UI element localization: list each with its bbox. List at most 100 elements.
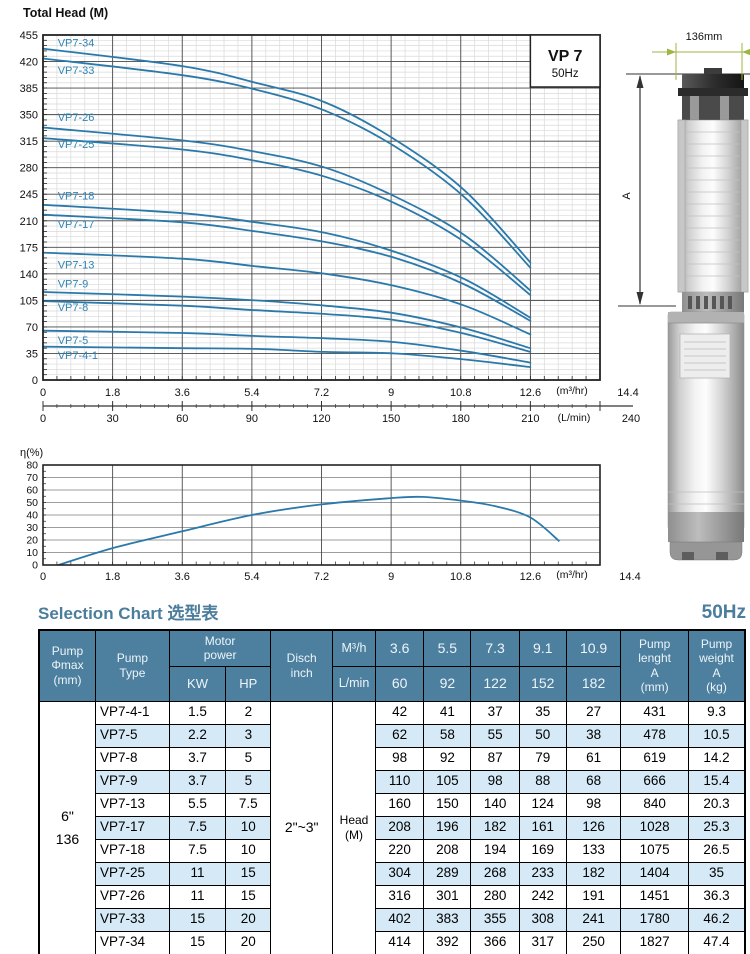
chart-text: 0 (32, 375, 38, 387)
cell-head-value: 42 (375, 700, 425, 725)
cell-length: 1028 (620, 815, 689, 840)
cell-hp: 5 (225, 769, 272, 794)
chart-text: 180 (452, 413, 470, 425)
chart-text: 70 (26, 322, 38, 334)
cell-pump-type: VP7-25 (94, 861, 170, 886)
chart-text: 0 (40, 413, 46, 425)
chart-text: (m³/hr) (556, 385, 588, 397)
cell-hp: 15 (225, 884, 272, 909)
chart-text: 245 (20, 189, 38, 201)
cell-kw: 7.5 (168, 815, 227, 840)
cell-head-value: 110 (375, 769, 425, 794)
chart-text: VP7-5 (58, 335, 89, 347)
cell-hp: 7.5 (225, 792, 272, 817)
chart-text: 90 (246, 413, 258, 425)
cell-hp: 20 (225, 907, 272, 932)
header-hp: HP (225, 665, 272, 702)
chart-text: 12.6 (520, 571, 541, 583)
cell-head-value: 169 (518, 838, 567, 863)
table-row: VP7-5 2.2 3 62 58 55 50 38 478 10.5 (39, 723, 746, 748)
cell-hp: 20 (225, 930, 272, 954)
header-lmin-2: 92 (423, 665, 472, 702)
header-kw: KW (168, 665, 227, 702)
chart-text: 10.8 (450, 387, 471, 399)
cell-weight: 9.3 (687, 700, 746, 725)
chart-text: 7.2 (314, 387, 329, 399)
chart-text: 50 (26, 497, 38, 509)
cell-kw: 11 (168, 861, 227, 886)
header-row-1: Pump Φmax (mm) Pump Type Motor power Dis… (38, 629, 746, 702)
grid (43, 465, 600, 565)
cell-head-value: 241 (565, 907, 622, 932)
chart-text: 385 (20, 83, 38, 95)
cell-head-value: 87 (470, 746, 520, 771)
cell-head-value: 301 (423, 884, 472, 909)
table-row: 6" 136 VP7-4-1 1.5 2 2"~3" Head (M) 42 41 37 35 27… (38, 700, 746, 954)
chart-text: 70 (26, 472, 38, 484)
chart-text: VP7-4-1 (58, 350, 98, 362)
table-row: VP7-18 7.5 10 220 208 194 169 133 1075 26.5 (39, 838, 746, 863)
cell-weight: 25.3 (687, 815, 746, 840)
cell-head-value: 316 (375, 884, 425, 909)
cell-hp: 15 (225, 861, 272, 886)
cell-head-value: 220 (375, 838, 425, 863)
header-pump-weight: Pump weight A (kg) (687, 629, 746, 702)
cell-length: 666 (620, 769, 689, 794)
cell-weight: 20.3 (687, 792, 746, 817)
chart-text: 1.8 (105, 387, 120, 399)
chart-text: 9 (388, 387, 394, 399)
chart-text: 420 (20, 57, 38, 69)
chart-text: 50Hz (552, 68, 579, 80)
curve-VP7-13 (42, 251, 532, 336)
chart-text: 0 (40, 387, 46, 399)
cell-kw: 7.5 (168, 838, 227, 863)
pump-curves (42, 47, 532, 368)
cell-head-value: 208 (423, 838, 472, 863)
header-lmin-3: 122 (470, 665, 520, 702)
cell-head-value: 304 (375, 861, 425, 886)
cell-head-value: 55 (470, 723, 520, 748)
cell-length: 1404 (620, 861, 689, 886)
header-pump-length: Pump lenght A (mm) (620, 629, 689, 702)
cell-head-value: 383 (423, 907, 472, 932)
cell-disch: 2"~3" (270, 700, 333, 954)
cell-weight: 46.2 (687, 907, 746, 932)
chart-text: 10.8 (450, 571, 471, 583)
chart-text: η(%) (20, 447, 43, 459)
chart-text: VP7-18 (58, 191, 95, 203)
header-flow-2: 5.5 (423, 629, 472, 667)
chart-text: VP 7 (548, 48, 583, 65)
cell-pump-type: VP7-33 (94, 907, 170, 932)
cell-head-value: 50 (518, 723, 567, 748)
curve-VP7-9 (42, 291, 532, 350)
chart-text: VP7-34 (58, 38, 95, 50)
header-flow-1: 3.6 (375, 629, 425, 667)
table-row: VP7-26 11 15 316 301 280 242 191 1451 36.3 (39, 884, 746, 909)
cell-head-value: 68 (565, 769, 622, 794)
chart-text: 7.2 (314, 571, 329, 583)
cell-head-value: 160 (375, 792, 425, 817)
curve-VP7-18 (42, 203, 532, 319)
curve-VP7-8 (42, 300, 532, 353)
cell-head-value: 308 (518, 907, 567, 932)
cell-head-value: 41 (423, 700, 472, 725)
cell-length: 840 (620, 792, 689, 817)
cell-length: 1827 (620, 930, 689, 954)
cell-head-value: 414 (375, 930, 425, 954)
cell-head-value: 392 (423, 930, 472, 954)
cell-head-value: 62 (375, 723, 425, 748)
cell-length: 431 (620, 700, 689, 725)
chart-text: 136mm (686, 31, 723, 43)
pump-diameter-cell: 6" 136 (38, 700, 96, 954)
cell-head-value: 280 (470, 884, 520, 909)
table-row: VP7-8 3.7 5 98 92 87 79 61 619 14.2 (39, 746, 746, 771)
selection-title: Selection Chart 选型表 (38, 604, 219, 623)
chart-text: 175 (20, 242, 38, 254)
cell-pump-type: VP7-18 (94, 838, 170, 863)
table-row: VP7-13 5.5 7.5 160 150 140 124 98 840 20.3 (39, 792, 746, 817)
chart-text: 105 (20, 295, 38, 307)
cell-kw: 3.7 (168, 769, 227, 794)
cell-kw: 5.5 (168, 792, 227, 817)
